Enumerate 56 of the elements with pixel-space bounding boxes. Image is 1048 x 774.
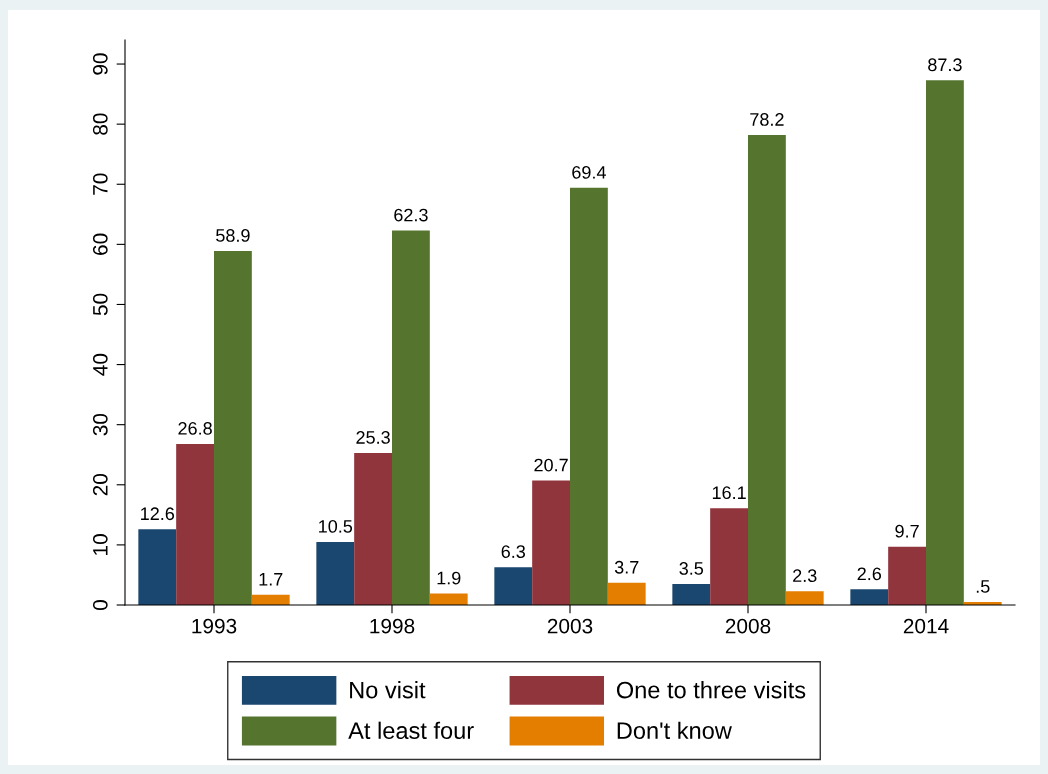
- legend-label: At least four: [348, 721, 474, 740]
- data-label: 6.3: [501, 545, 526, 559]
- data-label: 20.7: [534, 458, 568, 472]
- x-tick-label: 2014: [903, 618, 949, 634]
- y-tick-label: 90: [92, 53, 108, 75]
- bar: [607, 582, 646, 605]
- data-label: 1.7: [259, 573, 283, 586]
- data-label: .5: [976, 580, 990, 593]
- y-tick-label: 80: [92, 113, 108, 135]
- y-tick-label: 60: [92, 233, 108, 255]
- bar: [888, 546, 926, 605]
- y-tick-label: 10: [92, 534, 108, 555]
- data-label: 9.7: [895, 524, 919, 538]
- bar: [926, 80, 964, 605]
- data-label: 2.6: [857, 567, 882, 581]
- x-tick-label: 2003: [547, 618, 593, 634]
- y-tick-label: 40: [92, 353, 108, 376]
- bar: [785, 591, 824, 605]
- bar: [214, 250, 252, 605]
- y-tick-label: 20: [92, 474, 108, 496]
- data-label: 12.6: [141, 507, 175, 521]
- bar: [570, 187, 608, 605]
- y-tick-label: 50: [92, 293, 108, 316]
- bar: [354, 452, 392, 605]
- bar: [532, 480, 570, 605]
- bar: [494, 567, 533, 605]
- data-label: 25.3: [356, 431, 390, 444]
- x-tick-label: 1993: [192, 618, 237, 634]
- x-tick-label: 2008: [725, 618, 771, 634]
- bar: [392, 230, 430, 605]
- data-label: 1.9: [437, 571, 461, 585]
- legend-label: One to three visits: [616, 681, 806, 699]
- data-label: 87.3: [928, 58, 962, 72]
- legend-label: Don't know: [617, 721, 732, 740]
- data-label: 10.5: [319, 519, 353, 533]
- bar: [316, 541, 355, 605]
- data-label: 62.3: [394, 208, 428, 222]
- data-label: 69.4: [572, 165, 606, 179]
- y-tick-label: 70: [92, 173, 108, 195]
- bar: [138, 529, 177, 605]
- bar: [672, 583, 711, 605]
- y-tick-label: 0: [92, 600, 108, 610]
- x-tick-label: 1998: [370, 618, 415, 634]
- y-tick-label: 30: [92, 413, 108, 436]
- bar: [176, 443, 214, 605]
- bar: [710, 508, 748, 605]
- data-label: 78.2: [750, 113, 784, 126]
- data-label: 26.8: [178, 422, 212, 435]
- data-label: 58.9: [216, 229, 250, 242]
- data-label: 3.5: [679, 562, 704, 575]
- data-label: 3.7: [614, 560, 639, 574]
- data-label: 16.1: [712, 486, 746, 500]
- bar: [748, 134, 786, 605]
- legend-label: No visit: [350, 681, 426, 699]
- bar: [850, 589, 889, 605]
- data-label: 2.3: [793, 569, 817, 583]
